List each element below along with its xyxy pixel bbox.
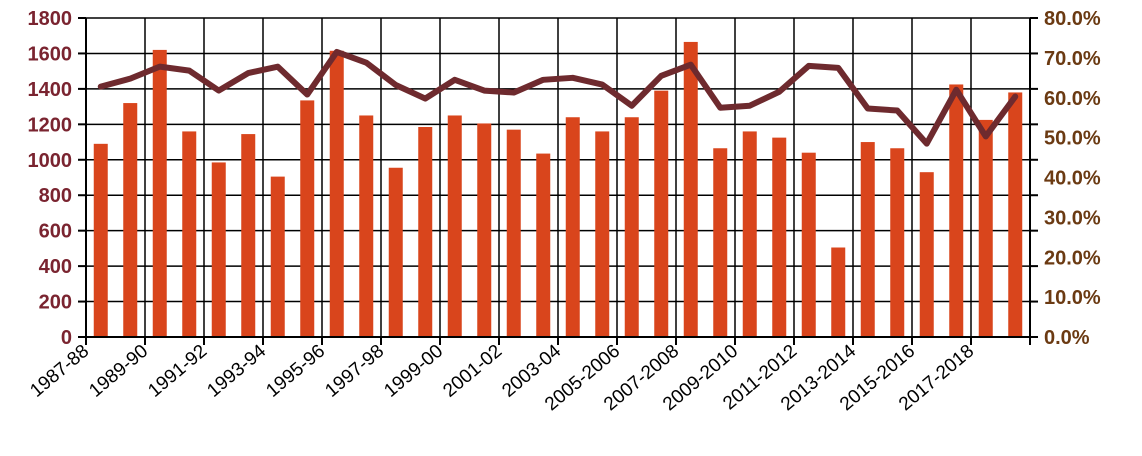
bar bbox=[241, 134, 256, 337]
right-tick-label: 40.0% bbox=[1044, 168, 1101, 190]
bar bbox=[418, 126, 433, 337]
bar bbox=[683, 41, 698, 338]
bar bbox=[890, 148, 905, 337]
bar bbox=[447, 115, 462, 337]
bar bbox=[978, 119, 993, 338]
right-tick-label: 30.0% bbox=[1044, 207, 1101, 229]
bar bbox=[949, 84, 964, 337]
bar bbox=[359, 115, 374, 337]
left-tick-label: 200 bbox=[39, 292, 72, 314]
left-tick-label: 1000 bbox=[28, 150, 73, 172]
x-tick-label: 2001-02 bbox=[439, 341, 506, 402]
left-tick-label: 0 bbox=[61, 327, 72, 349]
right-tick-label: 70.0% bbox=[1044, 48, 1101, 70]
x-tick-label: 1991-92 bbox=[144, 341, 211, 402]
right-tick-label: 50.0% bbox=[1044, 128, 1101, 150]
bar bbox=[595, 131, 610, 337]
bar bbox=[919, 172, 934, 337]
bar bbox=[93, 143, 108, 337]
bar bbox=[654, 90, 669, 338]
right-tick-label: 10.0% bbox=[1044, 287, 1101, 309]
bar bbox=[801, 152, 816, 337]
axes bbox=[78, 17, 1038, 345]
bar bbox=[565, 117, 580, 337]
left-tick-label: 1400 bbox=[28, 79, 73, 101]
right-tick-label: 80.0% bbox=[1044, 8, 1101, 30]
left-tick-label: 600 bbox=[39, 221, 72, 243]
gridlines bbox=[85, 17, 1031, 338]
x-tick-label: 1987-88 bbox=[26, 341, 93, 402]
bar bbox=[388, 167, 403, 337]
bar bbox=[329, 50, 344, 338]
x-tick-label: 1999-00 bbox=[380, 341, 447, 402]
bar bbox=[182, 131, 197, 337]
right-tick-label: 20.0% bbox=[1044, 247, 1101, 269]
line-path bbox=[97, 48, 1019, 147]
bar bbox=[860, 142, 875, 337]
x-tick-label: 1995-96 bbox=[262, 341, 329, 402]
bar bbox=[270, 176, 285, 337]
bar bbox=[1008, 92, 1023, 337]
x-tick-label: 1997-98 bbox=[321, 341, 388, 402]
right-tick-label: 60.0% bbox=[1044, 88, 1101, 110]
bar bbox=[624, 117, 639, 337]
bar bbox=[772, 137, 787, 337]
left-tick-label: 1200 bbox=[28, 114, 73, 136]
bar bbox=[477, 123, 492, 337]
bar bbox=[742, 131, 757, 337]
x-tick-label: 1993-94 bbox=[203, 340, 270, 401]
line-series bbox=[97, 48, 1019, 147]
x-axis-ticks: 1987-881989-901991-921993-941995-961997-… bbox=[26, 340, 978, 415]
bar bbox=[831, 247, 846, 337]
right-axis-ticks: 0.0% 10.0% 20.0% 30.0% 40.0% 50.0% 60.0% 70.0% 8… bbox=[1044, 8, 1101, 349]
bar bbox=[506, 129, 521, 337]
x-tick-label: 1989-90 bbox=[85, 341, 152, 402]
left-tick-label: 400 bbox=[39, 256, 72, 278]
bar bbox=[300, 100, 315, 338]
left-tick-label: 1600 bbox=[28, 43, 73, 65]
left-axis-ticks: 0 200 400 600 800 1000 1200 1400 1600 1800 bbox=[28, 8, 73, 349]
bar bbox=[536, 153, 551, 337]
bar bbox=[713, 148, 728, 337]
bar-series bbox=[93, 41, 1023, 338]
left-tick-label: 1800 bbox=[28, 8, 73, 30]
bar bbox=[123, 103, 138, 337]
bar bbox=[211, 162, 226, 337]
left-tick-label: 800 bbox=[39, 185, 72, 207]
bar bbox=[152, 49, 167, 338]
right-tick-label: 0.0% bbox=[1044, 327, 1090, 349]
